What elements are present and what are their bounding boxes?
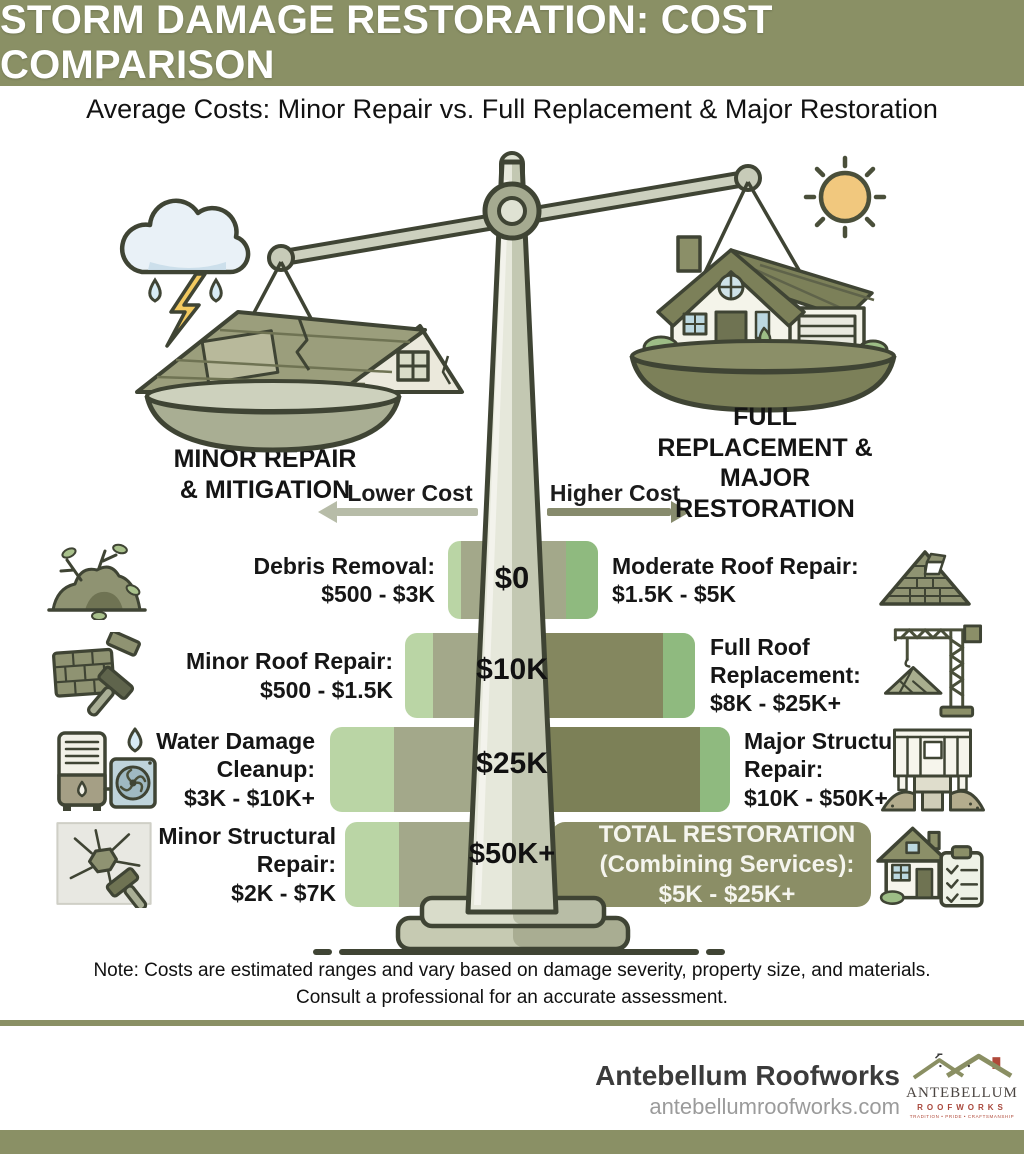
brand-name: Antebellum Roofworks bbox=[595, 1060, 900, 1091]
damaged-roof-icon bbox=[872, 542, 978, 620]
damaged-house-illustration bbox=[135, 310, 464, 394]
bar-row3-dark-olive bbox=[544, 727, 700, 812]
logo-wordmark: ANTEBELLUM bbox=[906, 1085, 1018, 1101]
scale-pivot-hub bbox=[482, 181, 542, 241]
row2-right-label: Full Roof Replacement: $8K - $25K+ bbox=[710, 633, 861, 717]
page-title: STORM DAMAGE RESTORATION: COST COMPARISO… bbox=[0, 0, 773, 87]
total-restoration-pill: TOTAL RESTORATION (Combining Services): … bbox=[551, 820, 871, 908]
logo-tagline: TRADITION • PRIDE • CRAFTSMANSHIP bbox=[909, 1114, 1015, 1119]
subtitle: Average Costs: Minor Repair vs. Full Rep… bbox=[86, 94, 938, 124]
right-pan-label: FULL REPLACEMENT & MAJOR RESTORATION bbox=[657, 403, 873, 523]
bar-row2-green-cap bbox=[663, 633, 695, 718]
header-band: STORM DAMAGE RESTORATION: COST COMPARISO… bbox=[0, 0, 1024, 87]
brand-website: antebellumroofworks.com bbox=[649, 1094, 900, 1119]
restored-house-illustration bbox=[642, 235, 889, 361]
lower-cost-arrow bbox=[336, 508, 478, 516]
bottom-band bbox=[0, 1130, 1024, 1154]
total-restoration-label: TOTAL RESTORATION (Combining Services): … bbox=[598, 820, 856, 908]
bar-row3-green-cap bbox=[700, 727, 730, 812]
bar-row1-green-cap bbox=[566, 541, 598, 619]
lower-cost-arrow-head bbox=[318, 501, 337, 523]
left-pan-label: MINOR REPAIR & MITIGATION bbox=[173, 445, 357, 504]
structural-frame-icon bbox=[878, 724, 988, 814]
cracked-wall-hammer-icon bbox=[52, 820, 156, 912]
logo-rooflines-icon bbox=[912, 1053, 1013, 1080]
hanger-strings bbox=[211, 181, 846, 391]
lower-cost-label: Lower Cost bbox=[347, 480, 473, 506]
row3-left-label: Water Damage Cleanup: $3K - $10K+ bbox=[156, 728, 315, 811]
dehumidifier-fan-icon bbox=[50, 725, 162, 815]
tick-0: $0 bbox=[494, 560, 530, 595]
footer-brand-block: Antebellum Roofworks antebellumroofworks… bbox=[595, 1060, 900, 1120]
higher-cost-label: Higher Cost bbox=[549, 480, 681, 506]
row4-left-label: Minor Structural Repair: $2K - $7K bbox=[158, 823, 336, 906]
storm-cloud-lightning-icon bbox=[119, 198, 251, 348]
tick-25k: $25K bbox=[476, 747, 548, 780]
shingles-hammer-icon bbox=[46, 629, 154, 718]
tick-10k: $10K bbox=[476, 653, 548, 686]
higher-cost-arrow-head bbox=[671, 501, 690, 523]
disclaimer-note: Note: Costs are estimated ranges and var… bbox=[93, 960, 931, 1008]
higher-cost-arrow bbox=[547, 508, 671, 516]
debris-pile-icon bbox=[44, 540, 150, 621]
company-logo: ANTEBELLUM ROOFWORKS TRADITION • PRIDE •… bbox=[905, 1052, 1019, 1128]
house-checklist-icon bbox=[876, 818, 988, 910]
right-scale-pan bbox=[629, 339, 897, 413]
tick-50k: $50K+ bbox=[468, 838, 556, 870]
left-scale-pan bbox=[144, 379, 402, 453]
crane-icon bbox=[876, 618, 988, 722]
row2-left-label: Minor Roof Repair: $500 - $1.5K bbox=[186, 648, 393, 703]
scale-top-post bbox=[499, 151, 525, 215]
logo-subword: ROOFWORKS bbox=[917, 1103, 1007, 1112]
scale-beam bbox=[267, 164, 762, 272]
bar-row2-olive bbox=[543, 633, 663, 718]
row1-left-label: Debris Removal: $500 - $3K bbox=[253, 552, 435, 607]
row1-right-label: Moderate Roof Repair: $1.5K - $5K bbox=[612, 552, 859, 607]
footer-divider bbox=[0, 1020, 1024, 1026]
sun-icon bbox=[803, 155, 887, 239]
